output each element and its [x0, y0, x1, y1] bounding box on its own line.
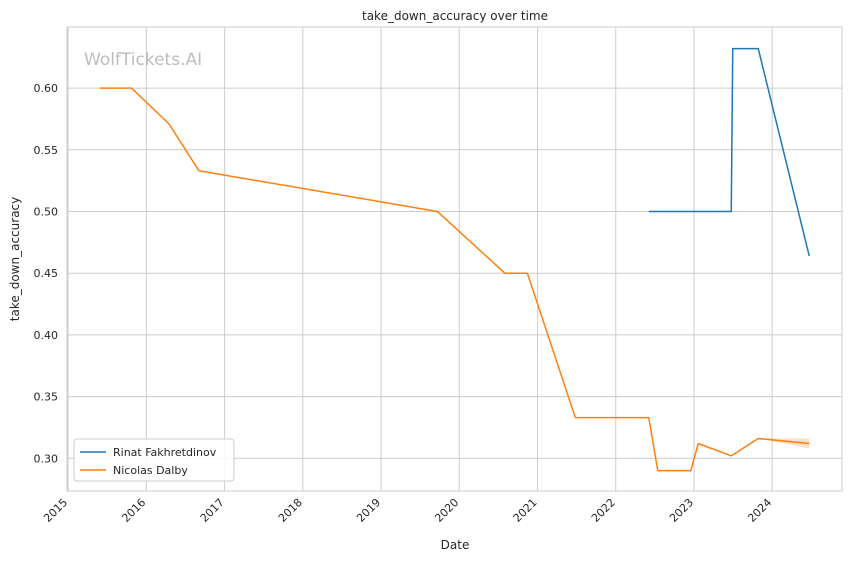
- y-tick-label: 0.50: [34, 205, 59, 218]
- legend-label-nicolas-dalby: Nicolas Dalby: [113, 464, 188, 477]
- series-line-rinat-fakhretdinov: [648, 47, 810, 257]
- series-layer: [99, 47, 810, 472]
- legend-label-rinat-fakhretdinov: Rinat Fakhretdinov: [113, 446, 217, 459]
- x-tick-label: 2015: [41, 496, 70, 525]
- x-tick-label: 2017: [198, 496, 227, 525]
- series-line-nicolas-dalby: [99, 87, 810, 472]
- y-tick-label: 0.55: [34, 144, 59, 157]
- y-tick-labels: 0.30 0.35 0.40 0.45 0.50 0.55 0.60: [34, 82, 59, 465]
- x-axis-label: Date: [441, 538, 470, 552]
- y-tick-label: 0.45: [34, 267, 59, 280]
- x-tick-label: 2019: [354, 496, 383, 525]
- y-tick-label: 0.40: [34, 329, 59, 342]
- y-tick-label: 0.30: [34, 452, 59, 465]
- x-tick-label: 2018: [276, 496, 305, 525]
- watermark: WolfTickets.AI: [84, 50, 202, 70]
- plot-frame: [66, 26, 843, 492]
- y-tick-label: 0.60: [34, 82, 59, 95]
- legend: Rinat Fakhretdinov Nicolas Dalby: [73, 438, 235, 482]
- y-tick-label: 0.35: [34, 391, 59, 404]
- x-tick-label: 2024: [745, 496, 774, 525]
- x-tick-label: 2016: [119, 496, 148, 525]
- x-tick-label: 2021: [511, 496, 540, 525]
- x-tick-label: 2020: [432, 496, 461, 525]
- y-axis-label: take_down_accuracy: [8, 197, 22, 321]
- x-tick-label: 2022: [589, 496, 618, 525]
- plot-background: [67, 27, 842, 491]
- chart-title: take_down_accuracy over time: [362, 9, 548, 23]
- x-tick-labels: 2015 2016 2017 2018 2019 2020 2021 2022 2023 2024: [41, 496, 774, 525]
- x-tick-label: 2023: [667, 496, 696, 525]
- legend-box: [73, 438, 235, 482]
